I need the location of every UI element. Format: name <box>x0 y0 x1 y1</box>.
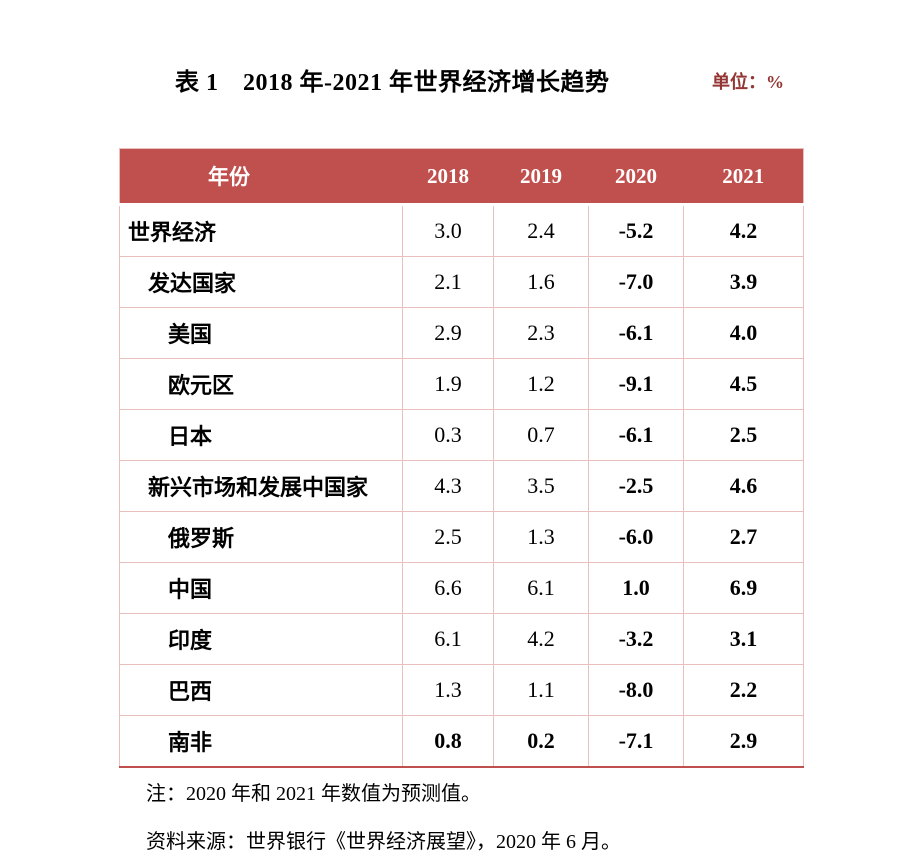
row-label: 发达国家 <box>119 256 403 308</box>
value-2019: 1.1 <box>493 664 589 716</box>
table-row: 新兴市场和发展中国家 4.3 3.5 -2.5 4.6 <box>119 460 804 512</box>
value-2019: 3.5 <box>493 460 589 512</box>
header-2018: 2018 <box>402 148 494 206</box>
row-label: 世界经济 <box>119 204 403 257</box>
table-row: 日本 0.3 0.7 -6.1 2.5 <box>119 409 804 461</box>
value-2020: -7.0 <box>588 256 684 308</box>
value-2019: 6.1 <box>493 562 589 614</box>
row-label: 欧元区 <box>119 358 403 410</box>
value-2019: 0.2 <box>493 715 589 768</box>
forecast-note: 注：2020 年和 2021 年数值为预测值。 <box>146 783 481 805</box>
unit-label: 单位：% <box>712 72 784 92</box>
value-2021: 4.5 <box>683 358 804 410</box>
table-row: 美国 2.9 2.3 -6.1 4.0 <box>119 307 804 359</box>
value-2020: -8.0 <box>588 664 684 716</box>
value-2018: 1.9 <box>402 358 494 410</box>
value-2019: 0.7 <box>493 409 589 461</box>
value-2021: 4.0 <box>683 307 804 359</box>
value-2020: -9.1 <box>588 358 684 410</box>
value-2019: 4.2 <box>493 613 589 665</box>
value-2020: -3.2 <box>588 613 684 665</box>
table-row: 南非 0.8 0.2 -7.1 2.9 <box>119 715 804 768</box>
header-2020: 2020 <box>588 148 684 206</box>
value-2020: -5.2 <box>588 204 684 257</box>
table-row: 俄罗斯 2.5 1.3 -6.0 2.7 <box>119 511 804 563</box>
value-2020: 1.0 <box>588 562 684 614</box>
value-2018: 6.1 <box>402 613 494 665</box>
value-2018: 6.6 <box>402 562 494 614</box>
row-label: 新兴市场和发展中国家 <box>119 460 403 512</box>
table-row: 欧元区 1.9 1.2 -9.1 4.5 <box>119 358 804 410</box>
value-2020: -6.1 <box>588 409 684 461</box>
value-2021: 2.7 <box>683 511 804 563</box>
value-2019: 2.4 <box>493 204 589 257</box>
value-2018: 2.5 <box>402 511 494 563</box>
table-row: 发达国家 2.1 1.6 -7.0 3.9 <box>119 256 804 308</box>
world-economic-growth-table: 年份 2018 2019 2020 2021 世界经济 3.0 2.4 -5.2… <box>119 148 804 768</box>
value-2019: 2.3 <box>493 307 589 359</box>
value-2020: -6.0 <box>588 511 684 563</box>
row-label: 俄罗斯 <box>119 511 403 563</box>
value-2020: -6.1 <box>588 307 684 359</box>
value-2019: 1.2 <box>493 358 589 410</box>
row-label: 美国 <box>119 307 403 359</box>
value-2019: 1.3 <box>493 511 589 563</box>
value-2018: 0.8 <box>402 715 494 768</box>
value-2021: 2.2 <box>683 664 804 716</box>
header-2019: 2019 <box>493 148 589 206</box>
table-row: 中国 6.6 6.1 1.0 6.9 <box>119 562 804 614</box>
row-label: 中国 <box>119 562 403 614</box>
table-row: 巴西 1.3 1.1 -8.0 2.2 <box>119 664 804 716</box>
table-row: 印度 6.1 4.2 -3.2 3.1 <box>119 613 804 665</box>
value-2020: -2.5 <box>588 460 684 512</box>
value-2018: 2.9 <box>402 307 494 359</box>
value-2018: 0.3 <box>402 409 494 461</box>
row-label: 巴西 <box>119 664 403 716</box>
table-header-row: 年份 2018 2019 2020 2021 <box>119 148 804 206</box>
row-label: 南非 <box>119 715 403 768</box>
value-2021: 2.5 <box>683 409 804 461</box>
value-2019: 1.6 <box>493 256 589 308</box>
value-2021: 4.6 <box>683 460 804 512</box>
value-2018: 4.3 <box>402 460 494 512</box>
row-label: 印度 <box>119 613 403 665</box>
source-note: 资料来源：世界银行《世界经济展望》，2020 年 6 月。 <box>146 831 621 853</box>
table-caption: 表 1 2018 年-2021 年世界经济增长趋势 <box>175 70 610 96</box>
value-2021: 2.9 <box>683 715 804 768</box>
value-2020: -7.1 <box>588 715 684 768</box>
header-2021: 2021 <box>683 148 804 206</box>
header-year-label: 年份 <box>119 148 403 206</box>
value-2018: 2.1 <box>402 256 494 308</box>
value-2018: 3.0 <box>402 204 494 257</box>
row-label: 日本 <box>119 409 403 461</box>
value-2021: 6.9 <box>683 562 804 614</box>
value-2021: 3.1 <box>683 613 804 665</box>
value-2021: 4.2 <box>683 204 804 257</box>
table-row: 世界经济 3.0 2.4 -5.2 4.2 <box>119 204 804 257</box>
value-2021: 3.9 <box>683 256 804 308</box>
value-2018: 1.3 <box>402 664 494 716</box>
